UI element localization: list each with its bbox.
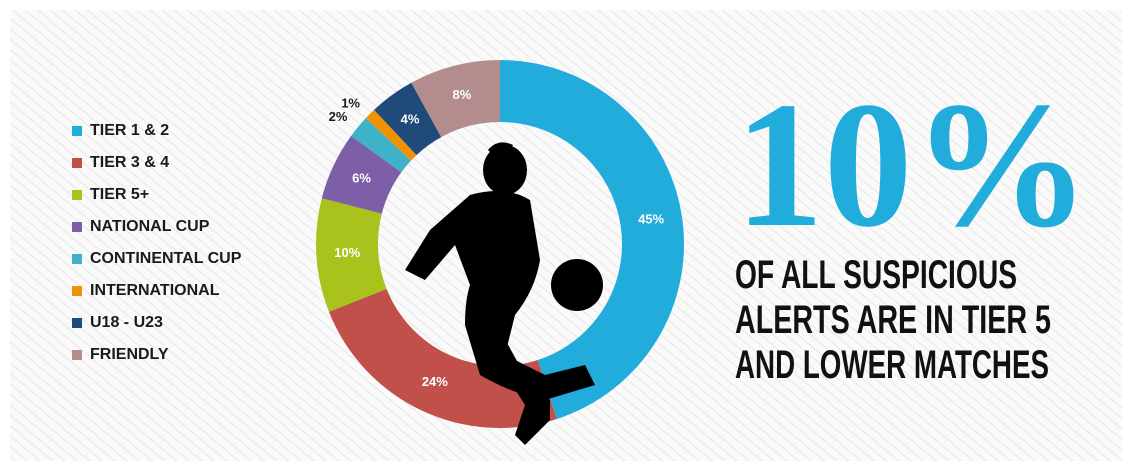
donut-segment (411, 60, 500, 138)
donut-segment (321, 135, 402, 214)
legend-swatch (72, 222, 82, 232)
legend-swatch (72, 158, 82, 168)
legend-label: TIER 1 & 2 (90, 122, 169, 139)
donut-segment (500, 60, 684, 419)
value-label: 4% (401, 112, 420, 127)
value-label: 8% (453, 87, 472, 102)
value-label: 2% (329, 109, 348, 124)
legend-label: TIER 3 & 4 (90, 154, 169, 171)
donut-segment (351, 118, 412, 173)
value-label: 1% (341, 95, 360, 110)
player-silhouette (405, 142, 603, 445)
donut-segment (316, 198, 387, 312)
legend-swatch (72, 350, 82, 360)
legend-label: NATIONAL CUP (90, 218, 210, 235)
donut-segment (374, 82, 442, 156)
legend-label: U18 - U23 (90, 314, 163, 331)
legend-label: INTERNATIONAL (90, 282, 220, 299)
legend-label: TIER 5+ (90, 186, 149, 203)
legend: TIER 1 & 2 TIER 3 & 4 TIER 5+ NATIONAL CUP C… (72, 122, 242, 363)
donut-segment (328, 288, 557, 428)
legend-swatch (72, 126, 82, 136)
caption-line: AND LOWER MATCHES (735, 343, 1049, 387)
caption-line: ALERTS ARE IN TIER 5 (735, 298, 1051, 342)
donut-chart: 45% 24% 10% 6% 2%1% 4% 8% (316, 60, 684, 428)
donut-segment (365, 109, 417, 161)
legend-label: CONTINENTAL CUP (90, 250, 242, 267)
headline-figure: 10% (735, 65, 1090, 264)
legend-label: FRIENDLY (90, 346, 169, 363)
legend-swatch (72, 190, 82, 200)
value-label: 10% (334, 245, 360, 260)
legend-swatch (72, 286, 82, 296)
value-label: 6% (352, 170, 371, 185)
value-label: 24% (422, 374, 448, 389)
caption-line: OF ALL SUSPICIOUS (735, 253, 1017, 297)
legend-swatch (72, 318, 82, 328)
legend-swatch (72, 254, 82, 264)
value-label: 45% (638, 212, 664, 227)
